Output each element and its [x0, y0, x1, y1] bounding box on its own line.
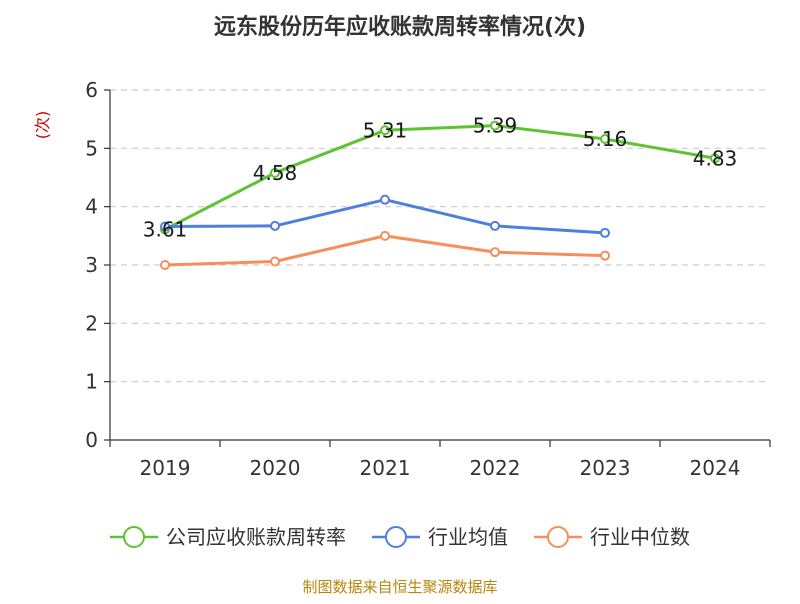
data-point [380, 125, 390, 136]
data-label: 4.58 [253, 161, 298, 185]
legend-marker-icon [385, 526, 407, 548]
series-group [160, 194, 610, 238]
x-tick-label: 2020 [250, 456, 301, 480]
source-note: 制图数据来自恒生聚源数据库 [302, 578, 497, 596]
series-group [160, 230, 610, 270]
legend-label: 行业均值 [428, 525, 508, 549]
legend: 公司应收账款周转率 行业均值 行业中位数 [110, 525, 690, 549]
legend-item[interactable]: 行业中位数 [534, 525, 690, 549]
data-point [270, 167, 280, 178]
data-point [600, 134, 610, 144]
series-line [163, 124, 717, 231]
data-point [270, 256, 280, 267]
data-point [600, 250, 610, 261]
legend-item[interactable]: 公司应收账款周转率 [110, 525, 346, 549]
legend-label: 行业中位数 [590, 525, 690, 549]
data-point [710, 153, 720, 164]
series-group [160, 120, 720, 235]
legend-marker-icon [123, 526, 145, 548]
x-tick-label: 2019 [140, 456, 191, 480]
data-label: 5.16 [583, 127, 628, 151]
data-label: 3.61 [143, 217, 188, 241]
data-point [270, 220, 280, 231]
y-tick-label: 4 [85, 195, 98, 219]
y-tick-label: 0 [85, 428, 98, 452]
y-tick-label: 6 [85, 78, 98, 102]
chart-title: 远东股份历年应收账款周转率情况(次) [214, 14, 586, 40]
data-point [600, 227, 610, 238]
legend-label: 公司应收账款周转率 [166, 525, 346, 549]
data-point [490, 220, 500, 231]
y-tick-label: 2 [85, 311, 98, 335]
data-label: 4.83 [693, 146, 738, 170]
x-tick-label: 2021 [360, 456, 411, 480]
data-point [380, 194, 390, 205]
y-tick-label: 5 [85, 136, 98, 160]
data-label: 5.39 [473, 114, 518, 138]
data-label: 5.31 [363, 118, 408, 142]
legend-marker-icon [547, 526, 569, 548]
legend-item[interactable]: 行业均值 [372, 525, 508, 549]
y-tick-label: 1 [85, 370, 98, 394]
y-axis-label: (次) [33, 111, 52, 140]
grid-lines [110, 89, 770, 383]
data-point [490, 247, 500, 258]
y-tick-label: 3 [85, 253, 98, 277]
x-tick-label: 2024 [690, 456, 741, 480]
axes: 0 1 2 3 4 5 6 2019 2020 2021 2022 2023 2024 [85, 78, 771, 480]
data-point [160, 260, 170, 270]
x-tick-label: 2022 [470, 456, 521, 480]
data-labels: 3.61 4.58 5.31 5.39 5.16 4.83 [143, 114, 738, 242]
data-point [490, 120, 500, 131]
data-point [380, 230, 390, 241]
x-tick-label: 2023 [580, 456, 631, 480]
series-lines [160, 120, 720, 270]
data-point [160, 221, 170, 232]
